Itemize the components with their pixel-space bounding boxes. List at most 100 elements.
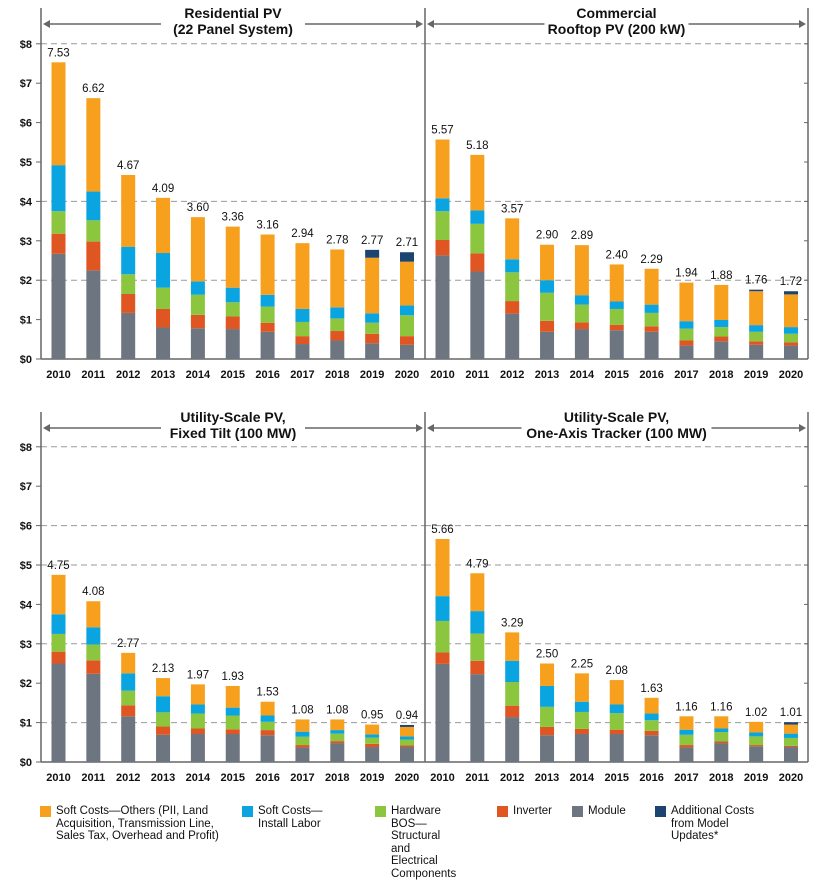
- arrowhead-right-icon: [416, 20, 423, 28]
- total-value-label: 2.71: [396, 237, 418, 249]
- panel-title-line: Rooftop PV (200 kW): [548, 21, 686, 37]
- y-tick-label: $8: [20, 442, 32, 454]
- bar-segment: [679, 328, 694, 341]
- bar-segment: [714, 284, 729, 320]
- x-tick-label: 2018: [709, 772, 733, 784]
- bar-segment: [365, 257, 380, 314]
- bar-segment: [470, 633, 485, 661]
- y-tick-label: $7: [20, 481, 32, 493]
- x-tick-label: 2014: [570, 772, 595, 784]
- bar-segment: [644, 304, 659, 313]
- total-value-label: 5.66: [431, 524, 453, 536]
- total-value-label: 2.40: [606, 249, 628, 261]
- bar-segment: [156, 287, 171, 309]
- total-value-label: 3.29: [501, 617, 523, 629]
- bar-segment: [470, 154, 485, 211]
- total-value-label: 3.60: [187, 202, 209, 214]
- total-value-label: 1.93: [222, 671, 244, 683]
- bar-segment: [574, 701, 589, 712]
- legend: Soft Costs—Others (PII, Land Acquisition…: [0, 805, 825, 880]
- x-tick-label: 2011: [81, 369, 105, 381]
- bar-segment: [330, 307, 345, 319]
- bar-segment: [644, 730, 659, 736]
- bar-segment: [784, 291, 798, 295]
- bar-segment: [470, 223, 485, 254]
- total-value-label: 1.02: [745, 707, 767, 719]
- x-tick-label: 2016: [255, 772, 279, 784]
- bar-segment: [260, 735, 275, 762]
- x-tick-label: 2012: [500, 772, 524, 784]
- bar-segment: [400, 315, 414, 337]
- bar-segment: [540, 331, 555, 359]
- total-value-label: 1.16: [675, 701, 697, 713]
- total-value-label: 1.76: [745, 275, 767, 287]
- x-tick-label: 2012: [116, 369, 140, 381]
- bar-segment: [190, 728, 205, 735]
- bar-stack-2013: [540, 244, 555, 359]
- bar-segment: [609, 301, 624, 309]
- y-tick-label: $5: [20, 560, 32, 572]
- legend-swatch: [497, 806, 508, 817]
- panel-title-line: Fixed Tilt (100 MW): [170, 425, 297, 441]
- bar-segment: [714, 716, 729, 729]
- x-tick-label: 2019: [744, 369, 768, 381]
- legend-swatch: [572, 806, 583, 817]
- bar-segment: [295, 321, 310, 337]
- bar-stack-2011: [86, 601, 101, 762]
- bar-segment: [121, 246, 136, 275]
- bar-segment: [574, 304, 589, 323]
- bar-segment: [295, 731, 310, 737]
- bar-segment: [51, 211, 66, 234]
- bar-stack-2015: [225, 685, 240, 762]
- total-value-label: 2.89: [571, 230, 593, 242]
- x-tick-label: 2010: [430, 369, 454, 381]
- bar-segment: [400, 747, 414, 762]
- total-value-label: 1.88: [710, 270, 732, 282]
- bar-segment: [225, 316, 240, 330]
- x-tick-label: 2019: [360, 772, 384, 784]
- y-tick-label: $1: [20, 718, 32, 730]
- total-value-label: 2.94: [291, 228, 314, 240]
- bar-segment: [470, 660, 485, 675]
- bar-segment: [86, 98, 101, 192]
- bar-stack-2018: [330, 249, 345, 359]
- bar-segment: [540, 706, 555, 727]
- bar-segment: [156, 253, 171, 288]
- bar-stack-2016: [644, 268, 659, 359]
- x-tick-label: 2014: [186, 369, 211, 381]
- bar-segment: [190, 704, 205, 714]
- bar-segment: [225, 729, 240, 735]
- bar-segment: [225, 226, 240, 288]
- bar-segment: [190, 328, 205, 359]
- bar-segment: [365, 734, 380, 738]
- bar-stack-2016: [260, 701, 275, 762]
- x-tick-label: 2010: [430, 772, 454, 784]
- y-tick-label: $3: [20, 236, 32, 248]
- bar-segment: [190, 734, 205, 762]
- y-tick-label: $4: [20, 196, 33, 208]
- x-tick-label: 2015: [605, 772, 629, 784]
- bar-segment: [435, 198, 450, 212]
- bar-segment: [190, 314, 205, 329]
- bar-stack-2010: [51, 574, 66, 762]
- bar-segment: [749, 341, 764, 345]
- bar-segment: [714, 732, 729, 742]
- bar-stack-2017: [679, 716, 694, 762]
- bar-segment: [51, 165, 66, 212]
- bar-segment: [644, 735, 659, 762]
- bar-segment: [435, 240, 450, 256]
- x-tick-label: 2017: [674, 772, 698, 784]
- legend-item-additional-costs: Additional Costs from Model Updates*: [655, 805, 765, 843]
- bar-segment: [574, 329, 589, 359]
- arrowhead-left-icon: [427, 20, 434, 28]
- bar-stack-2019: [365, 724, 380, 762]
- bar-segment: [644, 312, 659, 327]
- bar-segment: [470, 611, 485, 634]
- x-tick-label: 2012: [116, 772, 140, 784]
- bar-segment: [365, 724, 380, 735]
- legend-label: Inverter: [513, 805, 552, 817]
- bar-segment: [400, 736, 414, 740]
- bar-segment: [749, 732, 764, 737]
- bar-segment: [295, 736, 310, 746]
- bar-segment: [86, 191, 101, 221]
